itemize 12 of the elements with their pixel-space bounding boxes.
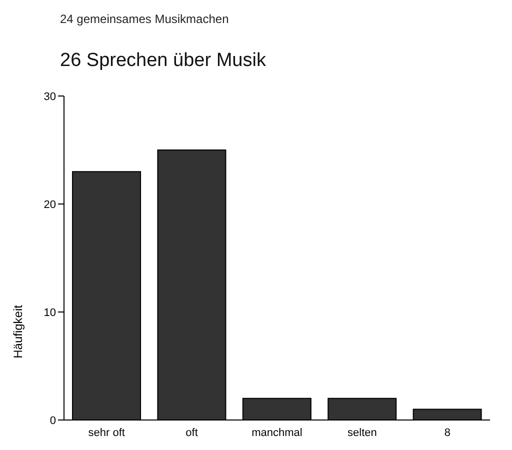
x-tick-label: sehr oft [88,426,125,439]
text: 24 gemeinsames Musikmachen [60,12,229,26]
y-tick-label: 0 [50,414,56,427]
x-tick-label: manchmal [252,426,302,439]
chart-title: 26 Sprechen über Musik [60,50,266,72]
y-tick-label: 20 [44,198,56,211]
y-axis-title: Häufigkeit [11,305,25,360]
x-tick-label: selten [348,426,377,439]
y-tick-label: 30 [44,90,56,103]
x-tick-label: 8 [444,426,450,439]
x-tick-label: oft [186,426,198,439]
y-tick-label: 10 [44,306,56,319]
